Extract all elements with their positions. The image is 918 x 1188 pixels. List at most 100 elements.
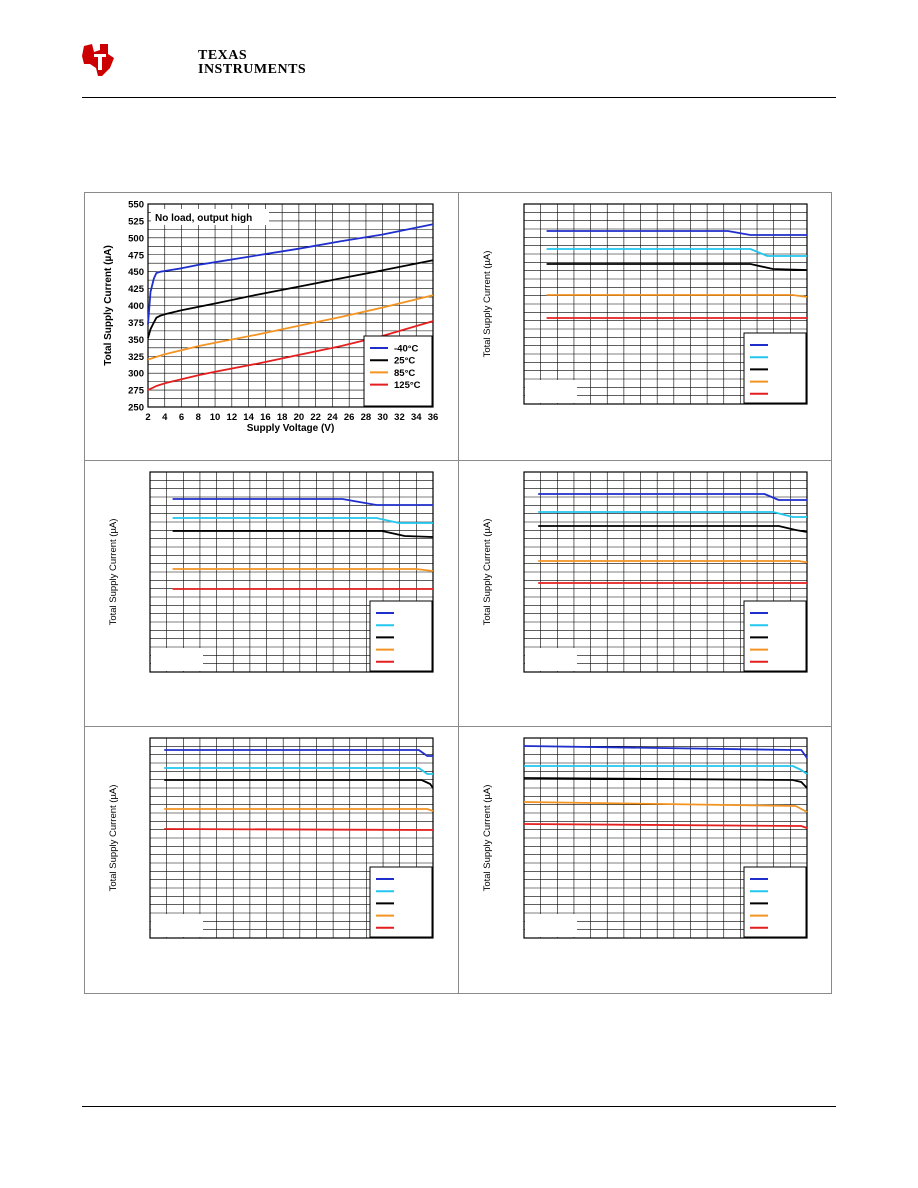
series-line-25C <box>147 259 434 339</box>
y-axis-label: Total Supply Current (µA) <box>482 251 493 358</box>
legend-label: 85°C <box>394 368 415 379</box>
y-axis-label: Total Supply Current (µA) <box>108 785 119 892</box>
y-tick-label: 250 <box>128 403 144 414</box>
blank-notch <box>525 914 577 937</box>
legend <box>743 866 807 938</box>
y-axis-label: Total Supply Current (µA) <box>108 519 119 626</box>
figure-divider-row-1 <box>84 460 832 461</box>
x-tick-label: 28 <box>361 412 372 423</box>
series-line-4 <box>164 808 434 812</box>
legend <box>369 866 433 938</box>
x-tick-label: 16 <box>260 412 271 423</box>
legend-box <box>369 600 433 672</box>
series-line-2 <box>164 767 433 775</box>
chart-supply-current-6: Total Supply Current (µA) <box>482 737 808 939</box>
legend-box <box>743 332 807 404</box>
chart-supply-current-vs-voltage: 250 275 300 325 350 375 400 425 450 475 500 525 550 2… <box>103 200 439 435</box>
x-tick-label: 14 <box>243 412 254 423</box>
y-tick-label: 525 <box>128 216 145 227</box>
x-tick-label: 6 <box>179 412 184 423</box>
plot-frame <box>523 203 808 405</box>
series-line-85C <box>147 294 434 361</box>
blank-notch <box>525 380 577 403</box>
series-line-2 <box>172 517 433 524</box>
x-tick-label: 4 <box>162 412 168 423</box>
legend-label: 25°C <box>394 356 415 367</box>
x-tick-label: 26 <box>344 412 355 423</box>
x-tick-label: 20 <box>294 412 305 423</box>
series-line-4 <box>546 294 808 298</box>
legend-box <box>743 600 807 672</box>
series-line-5 <box>523 823 808 829</box>
y-tick-label: 475 <box>128 250 145 261</box>
legend-box <box>369 866 433 938</box>
y-tick-label: 500 <box>128 233 144 244</box>
annotation-label: No load, output high <box>155 213 252 224</box>
y-tick-label: 275 <box>128 386 145 397</box>
blank-notch <box>151 914 203 937</box>
series-line-4 <box>172 568 434 572</box>
series-line-4 <box>523 801 808 813</box>
plot-frame <box>523 737 808 939</box>
chart-supply-current-5: Total Supply Current (µA) <box>108 737 434 939</box>
x-tick-label: 32 <box>394 412 405 423</box>
y-tick-label: 400 <box>128 301 144 312</box>
legend <box>369 600 433 672</box>
plot-frame <box>149 737 434 939</box>
x-tick-label: 18 <box>277 412 288 423</box>
series-line-3 <box>164 779 434 789</box>
series-line-2 <box>524 765 808 775</box>
x-tick-label: 2 <box>145 412 150 423</box>
series-line-1 <box>164 749 433 757</box>
series-line-1 <box>538 493 807 501</box>
figure-divider-row-2 <box>84 726 832 727</box>
ti-logo-icon <box>82 44 114 76</box>
y-axis-label: Total Supply Current (µA) <box>103 245 114 366</box>
logo-line-1: TEXAS <box>198 48 248 63</box>
series-line-2 <box>546 248 807 257</box>
x-tick-label: 30 <box>377 412 388 423</box>
chart-supply-current-4: Total Supply Current (µA) <box>482 471 808 673</box>
y-axis-label: Total Supply Current (µA) <box>482 519 493 626</box>
series-line-5 <box>164 828 434 831</box>
legend-label: 125°C <box>394 380 421 391</box>
y-tick-label: 325 <box>128 352 145 363</box>
x-tick-label: 22 <box>310 412 321 423</box>
series-line-40C <box>147 223 434 325</box>
x-tick-label: 36 <box>428 412 439 423</box>
logo-line-2: INSTRUMENTS <box>198 62 307 77</box>
series-line-1 <box>172 498 433 506</box>
series-line-3 <box>546 263 808 271</box>
x-axis-label: Supply Voltage (V) <box>247 423 335 434</box>
y-tick-label: 300 <box>128 369 144 380</box>
plot-frame <box>149 471 434 673</box>
series-line-4 <box>538 560 808 564</box>
legend-label: -40°C <box>394 344 419 355</box>
series-line-125C <box>147 320 434 391</box>
y-tick-label: 550 <box>128 200 144 211</box>
x-tick-label: 8 <box>196 412 201 423</box>
legend <box>743 600 807 672</box>
series-line-3 <box>523 777 808 789</box>
plot-frame <box>147 203 434 408</box>
series-line-3 <box>538 525 808 533</box>
chart-supply-current-2: Total Supply Current (µA) <box>482 203 808 405</box>
x-tick-label: 34 <box>411 412 422 423</box>
blank-notch <box>151 648 203 671</box>
y-axis-label: Total Supply Current (µA) <box>482 785 493 892</box>
series-line-3 <box>172 530 434 538</box>
y-tick-label: 450 <box>128 267 144 278</box>
x-tick-label: 24 <box>327 412 338 423</box>
x-tick-label: 12 <box>227 412 238 423</box>
y-tick-label: 375 <box>128 318 145 329</box>
y-tick-label: 425 <box>128 284 145 295</box>
legend-box <box>743 866 807 938</box>
figure-divider-vertical <box>458 192 459 994</box>
series-line-1 <box>546 230 807 236</box>
x-tick-label: 10 <box>210 412 221 423</box>
blank-notch <box>525 648 577 671</box>
y-tick-label: 350 <box>128 335 144 346</box>
annotation-bg <box>151 209 269 225</box>
series-line-2 <box>538 511 807 518</box>
